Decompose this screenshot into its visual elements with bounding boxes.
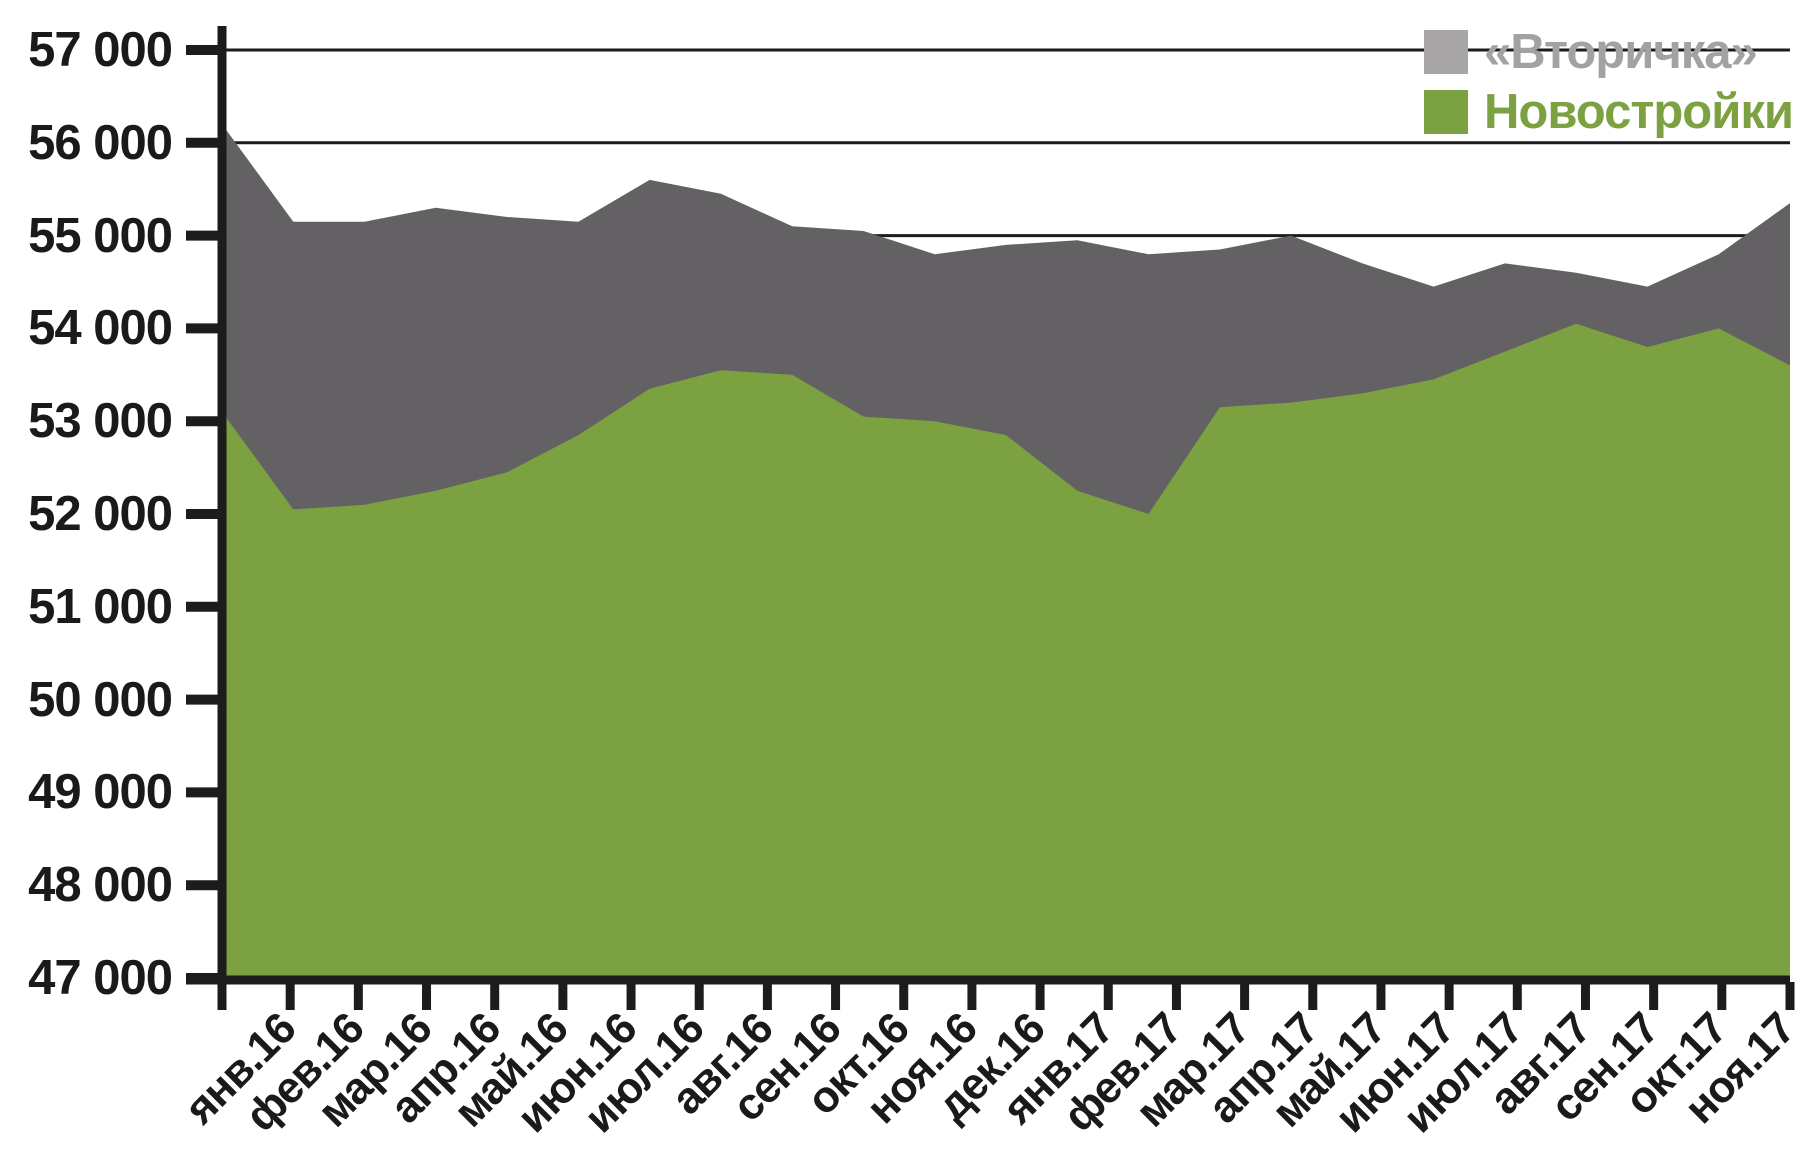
area-series-novostroyki — [222, 323, 1790, 978]
y-tick-label: 56 000 — [28, 115, 173, 170]
legend-swatch-novostroyki-icon — [1424, 90, 1468, 134]
y-tick-label: 47 000 — [28, 951, 173, 1005]
legend-label-novostroyki: Новостройки — [1484, 85, 1794, 139]
y-tick-label: 49 000 — [28, 765, 173, 820]
y-tick-label: 48 000 — [28, 858, 173, 913]
y-tick-label: 55 000 — [28, 208, 173, 263]
legend-item-vtorichka: «Вторичка» — [1424, 22, 1793, 82]
y-tick-label: 52 000 — [28, 487, 173, 541]
legend-label-vtorichka: «Вторичка» — [1484, 25, 1758, 79]
y-tick-label: 51 000 — [28, 579, 173, 634]
y-tick-label: 53 000 — [28, 394, 173, 449]
legend-swatch-vtorichka-icon — [1424, 30, 1468, 74]
legend: «Вторичка» Новостройки — [1424, 22, 1794, 142]
legend-item-novostroyki: Новостройки — [1424, 82, 1794, 142]
y-tick-label: 57 000 — [28, 23, 173, 77]
y-tick-label: 54 000 — [28, 301, 173, 356]
y-tick-label: 50 000 — [28, 672, 173, 727]
